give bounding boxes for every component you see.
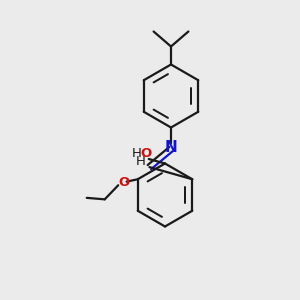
Text: H: H: [132, 147, 142, 161]
Text: O: O: [118, 176, 129, 189]
Text: N: N: [165, 140, 177, 155]
Text: H: H: [136, 155, 146, 168]
Text: O: O: [141, 147, 152, 161]
